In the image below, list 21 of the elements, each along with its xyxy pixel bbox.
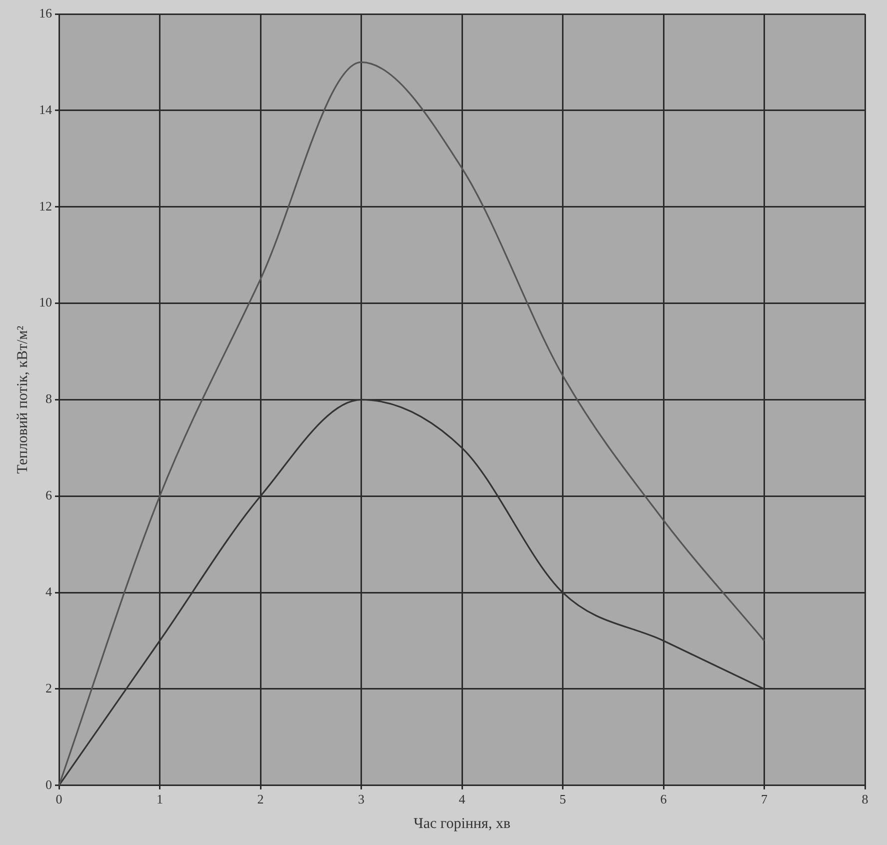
y-tick-label: 2 — [46, 680, 52, 696]
y-tick-label: 16 — [39, 5, 52, 20]
x-tick-label: 4 — [458, 792, 466, 807]
x-axis-title: Час горіння, хв — [414, 816, 510, 832]
x-tick-label: 1 — [156, 792, 163, 807]
y-tick-label: 0 — [46, 776, 52, 792]
line-series — [59, 61, 766, 786]
y-tick-label: 14 — [39, 102, 52, 117]
x-tick-label: 6 — [660, 792, 668, 807]
y-tick-label: 8 — [46, 391, 52, 406]
y-tick-label: 4 — [46, 584, 52, 599]
x-tick-label: 8 — [862, 792, 868, 807]
x-tick-label: 0 — [56, 792, 62, 807]
x-tick-label: 7 — [761, 792, 768, 807]
x-tick-label: 2 — [257, 792, 264, 807]
x-tick-label: 3 — [358, 792, 364, 807]
y-axis-title: Тепловий потік, кВт/м² — [14, 325, 31, 474]
y-tick-label: 6 — [46, 488, 52, 503]
x-tick-label: 5 — [560, 792, 566, 807]
y-tick-label: 10 — [39, 294, 52, 310]
y-tick-label: 12 — [39, 198, 52, 214]
